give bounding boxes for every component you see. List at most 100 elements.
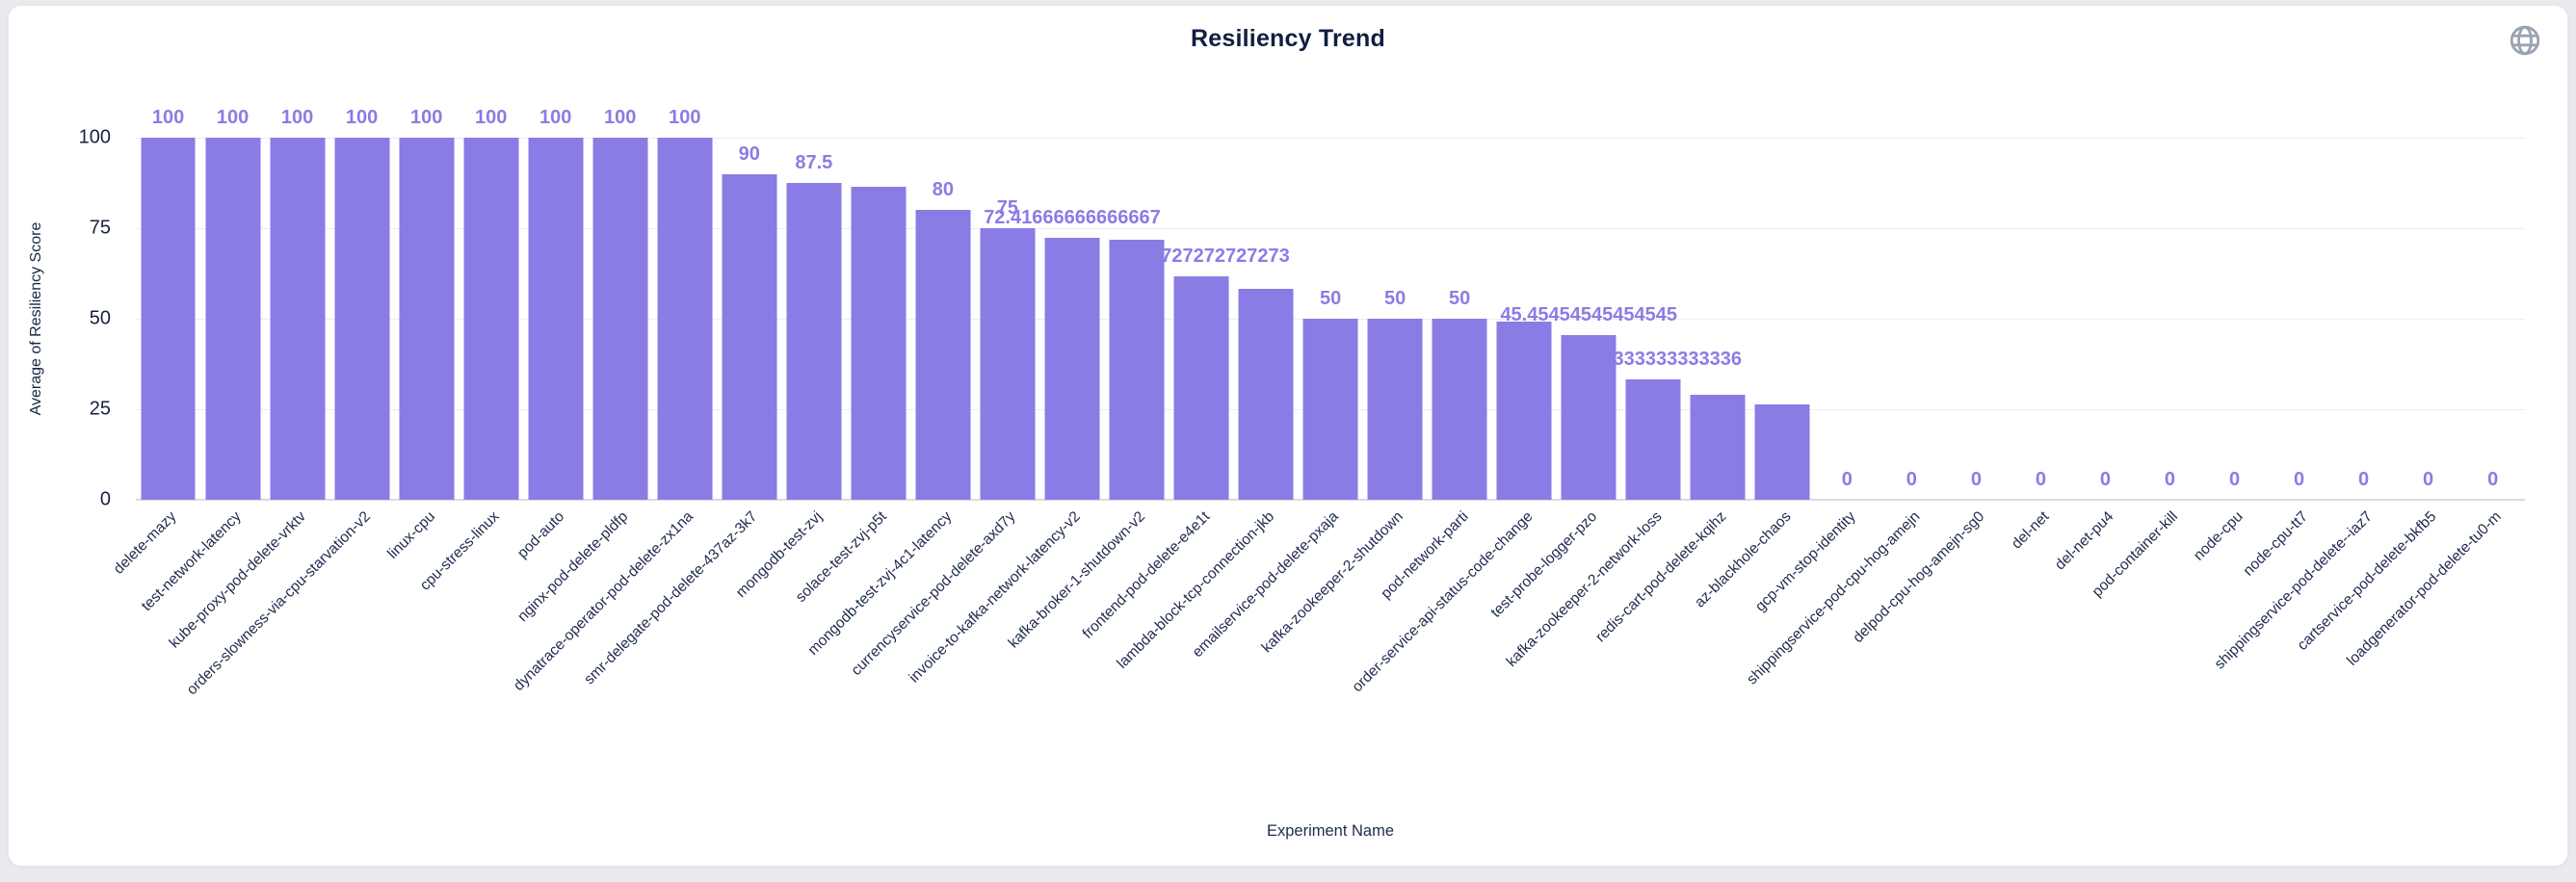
bar-value-label: 50 xyxy=(1449,288,1471,309)
chart-title: Resiliency Trend xyxy=(1191,25,1385,52)
bar-slot: 80 mongodb-test-zvj-4c1-latency xyxy=(804,138,975,659)
bar-slot: solace-test-zvj-p5t xyxy=(793,138,910,606)
y-axis-ticks: 0 25 50 75 100 xyxy=(9,127,124,510)
x-tick-label: kafka-broker-1-shutdown-v2 xyxy=(1005,508,1149,652)
bar-value-label: 45.45454545454545 xyxy=(1500,304,1677,326)
bar[interactable] xyxy=(657,138,713,500)
bar-slot: 100 pod-auto xyxy=(513,107,588,561)
bar[interactable] xyxy=(528,138,584,500)
bar-value-label: 0 xyxy=(1970,469,1982,490)
bar[interactable] xyxy=(786,183,842,500)
bar-slot: 0 pod-container-kill xyxy=(2090,138,2202,600)
bar-value-label: 50 xyxy=(1383,288,1406,309)
bar-slot: 0 del-net-pu4 xyxy=(2052,138,2138,573)
bar-slot: 50 emailservice-pod-delete-pxaja xyxy=(1190,138,1363,661)
bar[interactable] xyxy=(1238,288,1294,500)
bar-value-label: 0 xyxy=(1906,469,1917,490)
bar-slot: 75 currencyservice-pod-delete-axd7y xyxy=(849,138,1039,679)
bar[interactable] xyxy=(141,138,196,500)
bar-slot: 50 kafka-zookeeper-2-shutdown xyxy=(1259,138,1428,656)
bar-value-label: 0 xyxy=(2358,469,2370,490)
bar-slot: 50 pod-network-parti xyxy=(1378,138,1492,602)
bar-value-label: 100 xyxy=(539,107,572,128)
bar-value-label: 100 xyxy=(669,107,701,128)
bar-value-label: 0 xyxy=(2035,469,2046,490)
x-tick-label: node-cpu-tt7 xyxy=(2240,508,2311,580)
y-tick-label: 25 xyxy=(89,398,111,420)
bar[interactable] xyxy=(1625,378,1681,500)
bar-slot: 33.33333333333336 kafka-zookeeper-2-netwo… xyxy=(1503,138,1742,670)
bar-value-label: 100 xyxy=(345,107,379,128)
bar-value-label: 100 xyxy=(409,107,443,128)
bar-slot: redis-cart-pod-delete-kqihz xyxy=(1592,138,1750,645)
bar-slot: 72.41666666666667 invoice-to-kafka-networ… xyxy=(907,138,1161,687)
bar[interactable] xyxy=(1754,403,1810,500)
bar[interactable] xyxy=(463,138,519,500)
x-tick-label: linux-cpu xyxy=(383,508,438,562)
bar[interactable] xyxy=(980,228,1036,500)
bar-slot: 87.5 mongodb-test-zvj xyxy=(733,138,846,601)
bar-slot: 0 node-cpu-tt7 xyxy=(2240,138,2331,580)
bar-value-label: 50 xyxy=(1319,288,1342,309)
bar-value-label: 100 xyxy=(151,107,185,128)
bar-slot: 100 delete-mazy xyxy=(111,107,200,578)
bar[interactable] xyxy=(334,138,390,500)
bar-slot: 61.72727272727273 frontend-pod-delete-e4e… xyxy=(1079,138,1290,642)
bar[interactable] xyxy=(1432,319,1487,500)
bar-value-label: 80 xyxy=(932,179,955,201)
y-tick-label: 0 xyxy=(99,488,111,510)
bar-value-label: 90 xyxy=(738,143,760,165)
bar[interactable] xyxy=(205,138,261,500)
bar-value-label: 0 xyxy=(2099,469,2112,490)
bar[interactable] xyxy=(1690,394,1746,500)
bar[interactable] xyxy=(1044,237,1100,500)
bar[interactable] xyxy=(1302,319,1358,500)
bar-slot: 100 kube-proxy-pod-delete-vrktv xyxy=(166,107,329,651)
bar-slot: 0 node-cpu xyxy=(2191,138,2267,564)
bar[interactable] xyxy=(1561,335,1617,500)
bar[interactable] xyxy=(851,187,907,500)
bar-value-label: 100 xyxy=(280,107,314,128)
x-tick-label: del-net xyxy=(2008,508,2053,553)
y-tick-label: 50 xyxy=(89,307,111,329)
bar-slot: order-service-api-status-code-change xyxy=(1349,138,1557,695)
y-tick-label: 75 xyxy=(89,217,111,239)
bar-slot: 90 smr-delegate-pod-delete-437az-3k7 xyxy=(582,138,781,687)
bar-value-label: 0 xyxy=(2487,469,2499,490)
bar-value-label: 0 xyxy=(2293,469,2305,490)
x-tick-label: del-net-pu4 xyxy=(2052,508,2117,574)
bar[interactable] xyxy=(1367,319,1423,500)
bar-slot: 0 gcp-vm-stop-identity xyxy=(1752,138,1879,615)
bar-slot: 0 cartservice-pod-delete-bkfb5 xyxy=(2295,138,2460,654)
bar-slot: 45.45454545454545 test-probe-logger-pzo xyxy=(1487,138,1677,621)
bar[interactable] xyxy=(915,210,971,500)
gridline-75 xyxy=(136,228,2525,229)
plot-area: 100 delete-mazy 100 test-network-latency 100… xyxy=(111,107,2525,698)
bar[interactable] xyxy=(270,138,326,500)
x-tick-label: delpod-cpu-hog-amejn-sg0 xyxy=(1850,508,1988,647)
bar-value-label: 87.5 xyxy=(795,152,833,173)
bar[interactable] xyxy=(399,138,455,500)
bar-slot: 0 shippingservice-pod-delete--iaz7 xyxy=(2211,138,2396,672)
y-tick-label: 100 xyxy=(78,126,111,148)
bar-value-label: 72.41666666666667 xyxy=(984,206,1161,228)
bar[interactable] xyxy=(1496,322,1552,500)
bar-slot: 100 nginx-pod-delete-pldfp xyxy=(515,107,652,625)
bar-slot: az-blackhole-chaos xyxy=(1692,138,1815,610)
bar-slot: 100 test-network-latency xyxy=(138,107,265,614)
bar-value-label: 0 xyxy=(2423,469,2434,490)
bar-slot: kafka-broker-1-shutdown-v2 xyxy=(1006,138,1169,651)
globe-icon-svg xyxy=(2510,25,2540,56)
bar[interactable] xyxy=(1173,275,1229,500)
bar-value-label: 75 xyxy=(996,197,1019,219)
globe-icon[interactable] xyxy=(2508,23,2542,58)
x-axis-title: Experiment Name xyxy=(1266,822,1395,840)
x-tick-label: redis-cart-pod-delete-kqihz xyxy=(1591,508,1730,646)
bar-slot: 0 delpod-cpu-hog-amejn-sg0 xyxy=(1850,138,2009,646)
bar[interactable] xyxy=(722,173,777,500)
bar[interactable] xyxy=(1109,240,1165,500)
bar[interactable] xyxy=(592,138,648,500)
bar-slot: 0 shippingservice-pod-cpu-hog-amejn xyxy=(1744,138,1944,687)
x-tick-label: delete-mazy xyxy=(110,508,180,578)
x-tick-label: pod-auto xyxy=(513,508,567,562)
